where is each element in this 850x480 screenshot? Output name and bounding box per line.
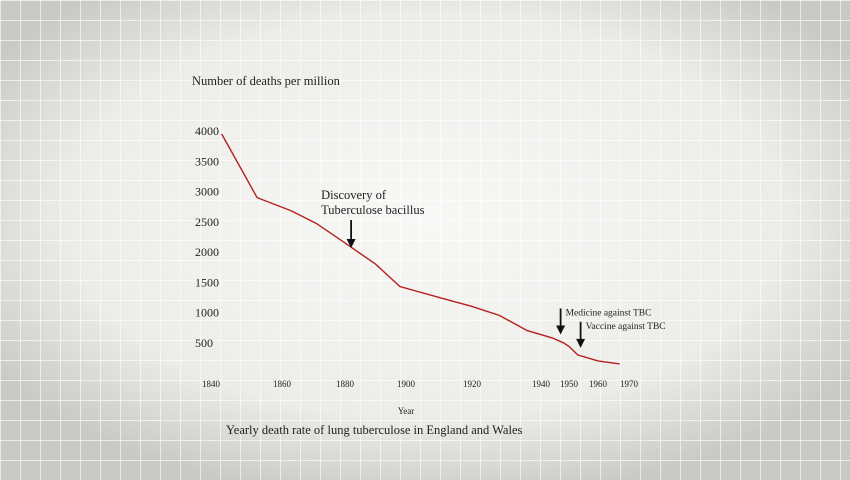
- x-tick-label: 1900: [397, 379, 416, 389]
- x-axis-label: Year: [398, 406, 415, 416]
- annotation-arrowhead: [346, 239, 356, 248]
- annotation-label: Tuberculose bacillus: [321, 203, 424, 217]
- y-axis-label: Number of deaths per million: [192, 74, 341, 88]
- x-tick-labels: 1840 1860 1880 1900 1920 1940 1950 1960 1970: [202, 379, 639, 389]
- y-tick-labels: 500 1000 1500 2000 2500 3000 3500 4000: [195, 124, 219, 350]
- annotation-label: Discovery of: [321, 188, 387, 202]
- x-tick-label: 1860: [273, 379, 292, 389]
- y-tick-label: 1500: [195, 275, 219, 289]
- x-tick-label: 1940: [532, 379, 551, 389]
- x-tick-label: 1950: [560, 379, 579, 389]
- y-tick-label: 1000: [195, 306, 219, 320]
- x-tick-label: 1960: [589, 379, 608, 389]
- x-tick-label: 1880: [336, 379, 355, 389]
- y-tick-label: 2000: [195, 245, 219, 259]
- series-line: [221, 133, 620, 365]
- chart-caption: Yearly death rate of lung tuberculose in…: [226, 423, 523, 437]
- annotation-arrowhead: [556, 325, 566, 335]
- y-tick-label: 2500: [195, 215, 219, 229]
- annotation: Vaccine against TBC: [576, 321, 666, 348]
- y-tick-label: 4000: [195, 124, 219, 138]
- y-tick-label: 3000: [195, 185, 219, 199]
- y-tick-label: 3500: [195, 154, 219, 168]
- x-tick-label: 1920: [463, 379, 482, 389]
- annotation-label: Vaccine against TBC: [586, 322, 666, 332]
- annotation: Medicine against TBC: [556, 308, 652, 335]
- y-tick-label: 500: [195, 336, 213, 350]
- annotation-label: Medicine against TBC: [566, 309, 652, 319]
- x-tick-label: 1840: [202, 379, 221, 389]
- x-tick-label: 1970: [620, 379, 639, 389]
- annotation-arrowhead: [576, 338, 586, 348]
